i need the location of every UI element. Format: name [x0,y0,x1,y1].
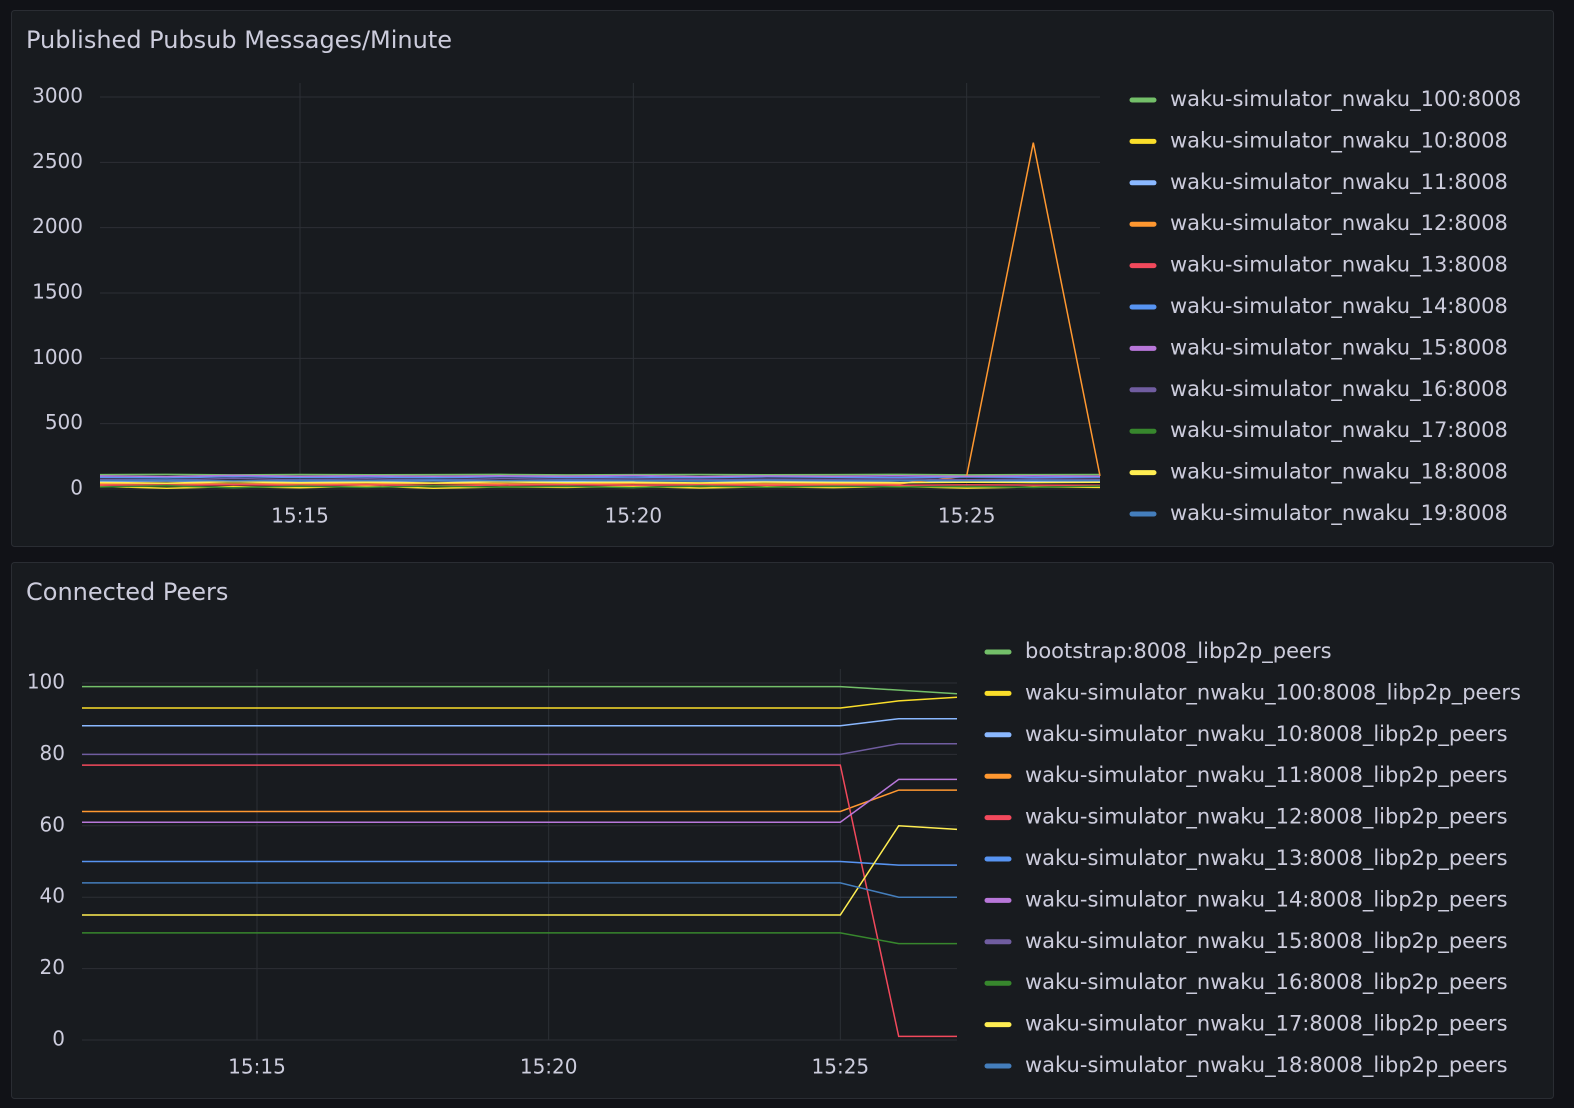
y-tick-label: 1000 [32,345,83,369]
legend-label: waku-simulator_nwaku_11:8008_libp2p_peer… [1025,763,1508,788]
x-tick-label: 15:15 [228,1055,286,1079]
series-line [99,479,1101,482]
legend-label: waku-simulator_nwaku_100:8008_libp2p_pee… [1025,680,1521,705]
y-tick-label: 0 [70,476,83,500]
x-tick-label: 15:20 [520,1055,578,1079]
legend-label: waku-simulator_nwaku_18:8008 [1170,460,1508,485]
legend-label: waku-simulator_nwaku_14:8008_libp2p_peer… [1025,887,1508,912]
panel [11,562,1554,1099]
legend-label: waku-simulator_nwaku_15:8008 [1170,335,1508,360]
legend-label: waku-simulator_nwaku_15:8008_libp2p_peer… [1025,929,1508,954]
series-line [99,475,1101,479]
legend-label: waku-simulator_nwaku_100:8008 [1170,87,1521,112]
y-tick-label: 100 [27,670,65,694]
x-tick-label: 15:20 [605,504,663,528]
y-tick-label: 20 [40,955,65,979]
series-line [99,474,1101,478]
legend-label: waku-simulator_nwaku_12:8008 [1170,211,1508,236]
series-line [82,882,957,898]
legend-label: waku-simulator_nwaku_16:8008_libp2p_peer… [1025,970,1508,995]
x-tick-label: 15:25 [812,1055,870,1079]
y-tick-label: 1500 [32,280,83,304]
legend-label: waku-simulator_nwaku_16:8008 [1170,377,1508,402]
legend-label: waku-simulator_nwaku_17:8008 [1170,418,1508,443]
legend-label: waku-simulator_nwaku_10:8008_libp2p_peer… [1025,722,1508,747]
y-tick-label: 0 [52,1027,65,1051]
series-line [99,483,1101,487]
x-tick-label: 15:25 [938,504,996,528]
legend-label: waku-simulator_nwaku_18:8008_libp2p_peer… [1025,1053,1508,1078]
legend-label: waku-simulator_nwaku_17:8008_libp2p_peer… [1025,1012,1508,1037]
series-line [82,778,957,823]
legend-label: waku-simulator_nwaku_13:8008_libp2p_peer… [1025,846,1508,871]
series-line [82,764,957,1038]
panel [11,10,1554,547]
series-line [99,477,1101,481]
series-line [99,473,1101,476]
series-line [82,860,957,866]
legend-label: bootstrap:8008_libp2p_peers [1025,639,1332,664]
x-tick-label: 15:15 [271,504,329,528]
series-line [82,717,957,727]
legend-label: waku-simulator_nwaku_19:8008 [1170,501,1508,526]
legend-label: waku-simulator_nwaku_11:8008 [1170,170,1508,195]
y-tick-label: 500 [45,410,83,434]
y-tick-label: 2000 [32,214,83,238]
y-tick-label: 3000 [32,84,83,108]
panel-title: Connected Peers [26,578,228,606]
legend-label: waku-simulator_nwaku_13:8008 [1170,253,1508,278]
series-line [82,789,957,813]
legend-label: waku-simulator_nwaku_10:8008 [1170,128,1508,153]
panel-title: Published Pubsub Messages/Minute [26,26,452,54]
y-tick-label: 60 [40,812,65,836]
series-line [82,742,957,756]
series-line [99,481,1101,484]
legend-label: waku-simulator_nwaku_12:8008_libp2p_peer… [1025,805,1508,830]
series-line [99,484,1101,489]
y-tick-label: 2500 [32,149,83,173]
y-tick-label: 40 [40,884,65,908]
series-line [82,685,958,695]
series-line [82,932,957,945]
series-line [82,825,958,916]
legend-label: waku-simulator_nwaku_14:8008 [1170,294,1508,319]
series-line [82,696,958,709]
y-tick-label: 80 [40,741,65,765]
